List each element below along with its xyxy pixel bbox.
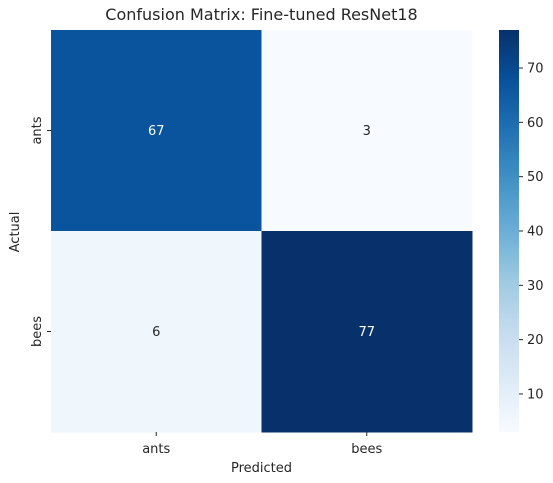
colorbar-ticks: 10 20 30 40 50 60 70 — [519, 62, 544, 402]
y-tick-label: ants — [30, 116, 45, 144]
y-tick-label: bees — [30, 316, 45, 347]
y-axis-ticks: ants bees — [30, 116, 51, 347]
colorbar-tick-label: 40 — [527, 225, 544, 240]
y-axis-label: Actual — [8, 212, 23, 253]
cell-annotation: 67 — [148, 124, 165, 139]
heatmap-cell — [51, 231, 262, 433]
colorbar-tick-label: 60 — [527, 116, 544, 131]
cell-annotation: 77 — [358, 325, 375, 340]
x-tick-label: ants — [142, 442, 170, 457]
cell-annotation: 6 — [152, 325, 160, 340]
colorbar-tick-label: 70 — [527, 62, 544, 77]
x-axis-ticks: ants bees — [142, 432, 382, 457]
heatmap-cells: 67 3 6 77 — [51, 30, 473, 433]
heatmap-cell — [261, 30, 473, 232]
colorbar-tick-label: 50 — [527, 170, 544, 185]
colorbar-tick-label: 20 — [527, 333, 544, 348]
chart-title: Confusion Matrix: Fine-tuned ResNet18 — [105, 5, 417, 24]
x-axis-label: Predicted — [231, 461, 292, 476]
cell-annotation: 3 — [363, 124, 371, 139]
heatmap-cell — [261, 231, 473, 433]
colorbar-tick-label: 30 — [527, 279, 544, 294]
colorbar — [499, 30, 519, 432]
heatmap-cell — [51, 30, 262, 232]
colorbar-tick-label: 10 — [527, 387, 544, 402]
x-tick-label: bees — [351, 442, 382, 457]
